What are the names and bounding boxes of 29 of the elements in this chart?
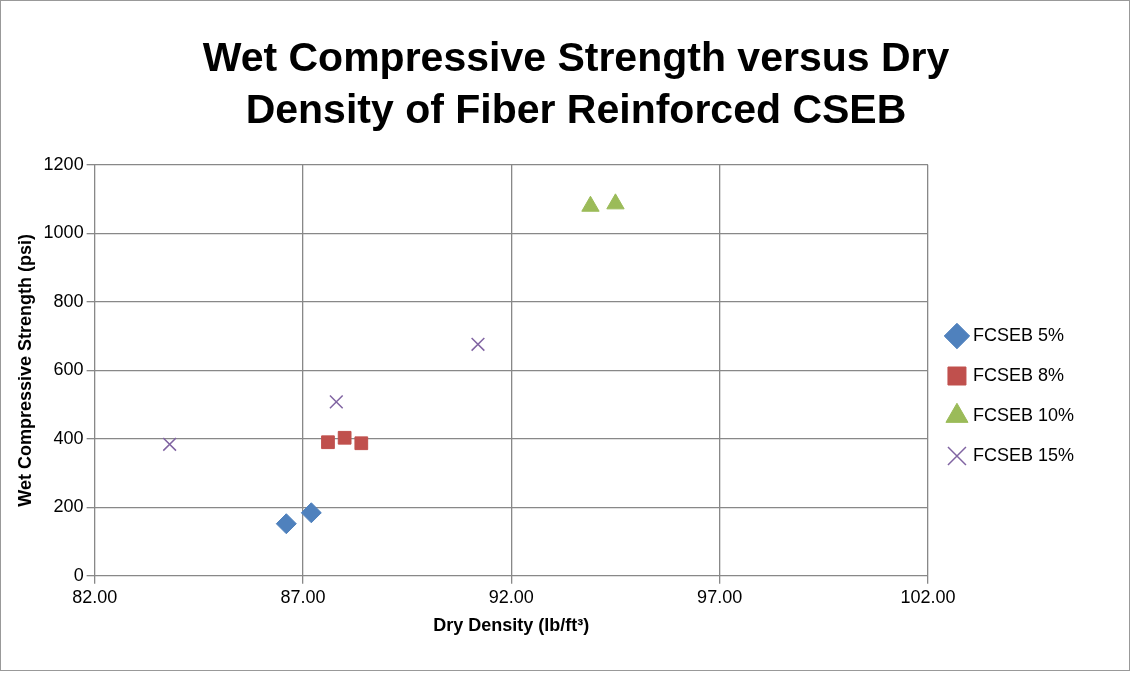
y-axis-title: Wet Compressive Strength (psi)	[14, 233, 35, 507]
y-tick-label: 400	[53, 427, 84, 448]
x-tick-label: 97.00	[697, 586, 743, 607]
point	[275, 513, 297, 535]
y-tick-label: 800	[53, 290, 84, 311]
point	[354, 436, 369, 451]
point	[162, 437, 177, 452]
x-tick-label: 87.00	[280, 586, 326, 607]
legend-label: FCSEB 10%	[972, 404, 1075, 425]
legend-label: FCSEB 15%	[972, 444, 1075, 465]
point	[470, 337, 486, 352]
legend-label: FCSEB 5%	[972, 324, 1064, 345]
point	[321, 435, 335, 450]
chart-title: Wet Compressive Strength versus Dry Density of Fiber Reinforced CSEB	[201, 33, 951, 134]
point	[329, 394, 344, 409]
y-tick-label: 1000	[43, 222, 84, 243]
x-tick-label: 92.00	[488, 586, 534, 607]
y-tick-label: 0	[73, 564, 84, 585]
y-tick-label: 200	[53, 496, 84, 517]
point	[300, 502, 322, 524]
y-tick-label: 600	[53, 359, 84, 380]
x-axis-title: Dry Density (lb/ft³)	[433, 615, 590, 636]
legend-label: FCSEB 8%	[972, 364, 1064, 385]
y-tick-label: 1200	[43, 153, 84, 174]
point	[606, 193, 625, 210]
point	[581, 195, 600, 212]
point	[337, 430, 352, 445]
x-tick-label: 82.00	[72, 586, 118, 607]
x-tick-label: 102.00	[900, 586, 956, 607]
